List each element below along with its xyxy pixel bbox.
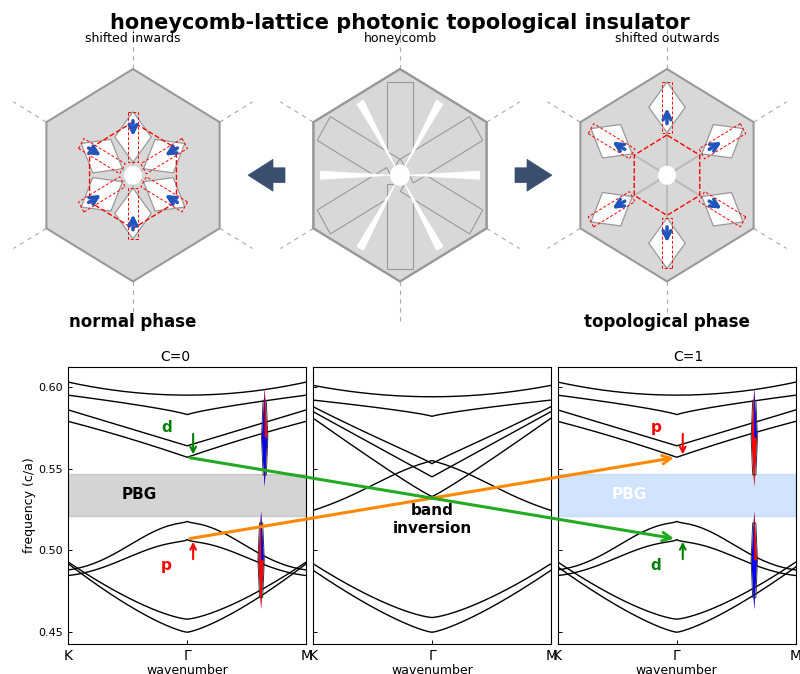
X-axis label: wavenumber: wavenumber bbox=[146, 664, 228, 674]
X-axis label: wavenumber: wavenumber bbox=[636, 664, 718, 674]
Text: normal phase: normal phase bbox=[70, 313, 197, 332]
Polygon shape bbox=[400, 100, 443, 175]
Text: p: p bbox=[161, 557, 172, 573]
Text: band
inversion: band inversion bbox=[392, 503, 472, 536]
Polygon shape bbox=[649, 82, 685, 133]
Polygon shape bbox=[649, 218, 685, 268]
Y-axis label: frequency (c/a): frequency (c/a) bbox=[22, 458, 36, 553]
Polygon shape bbox=[401, 168, 482, 234]
Polygon shape bbox=[751, 560, 757, 609]
Text: honeycomb: honeycomb bbox=[363, 32, 437, 45]
Polygon shape bbox=[580, 69, 754, 282]
Polygon shape bbox=[318, 117, 399, 183]
Circle shape bbox=[658, 166, 676, 185]
Text: PBG: PBG bbox=[611, 487, 646, 502]
Polygon shape bbox=[754, 511, 757, 609]
Polygon shape bbox=[401, 117, 482, 183]
Polygon shape bbox=[143, 140, 185, 173]
Bar bbox=[558, 474, 796, 516]
Polygon shape bbox=[314, 69, 486, 282]
Polygon shape bbox=[115, 112, 151, 162]
Polygon shape bbox=[248, 159, 285, 191]
Polygon shape bbox=[262, 437, 267, 487]
Text: C=1: C=1 bbox=[674, 350, 704, 364]
Polygon shape bbox=[115, 188, 151, 239]
Polygon shape bbox=[318, 168, 399, 234]
Polygon shape bbox=[262, 389, 265, 487]
Circle shape bbox=[124, 166, 142, 185]
Polygon shape bbox=[702, 193, 743, 226]
Text: p: p bbox=[650, 421, 662, 435]
Polygon shape bbox=[754, 389, 757, 487]
X-axis label: wavenumber: wavenumber bbox=[391, 664, 473, 674]
Text: honeycomb-lattice photonic topological insulator: honeycomb-lattice photonic topological i… bbox=[110, 13, 690, 33]
Polygon shape bbox=[357, 100, 400, 175]
Text: PBG: PBG bbox=[122, 487, 157, 502]
Circle shape bbox=[390, 164, 410, 186]
Text: topological phase: topological phase bbox=[584, 313, 750, 332]
Text: d: d bbox=[650, 557, 662, 573]
Polygon shape bbox=[262, 389, 267, 437]
Polygon shape bbox=[320, 171, 400, 180]
Polygon shape bbox=[400, 171, 480, 180]
Polygon shape bbox=[258, 560, 264, 609]
Polygon shape bbox=[387, 82, 413, 166]
Polygon shape bbox=[261, 511, 264, 609]
Text: shifted outwards: shifted outwards bbox=[614, 32, 719, 45]
Polygon shape bbox=[387, 184, 413, 269]
Text: d: d bbox=[161, 421, 172, 435]
Polygon shape bbox=[46, 69, 220, 282]
Polygon shape bbox=[400, 175, 443, 251]
Polygon shape bbox=[143, 178, 185, 211]
Polygon shape bbox=[591, 125, 632, 158]
Polygon shape bbox=[751, 389, 757, 437]
Polygon shape bbox=[751, 437, 757, 487]
Polygon shape bbox=[357, 175, 400, 251]
Polygon shape bbox=[751, 511, 757, 560]
Polygon shape bbox=[591, 193, 632, 226]
Polygon shape bbox=[751, 511, 754, 609]
Bar bbox=[68, 474, 306, 516]
Polygon shape bbox=[82, 140, 122, 173]
Polygon shape bbox=[702, 125, 743, 158]
Polygon shape bbox=[258, 511, 261, 609]
Text: C=0: C=0 bbox=[160, 350, 190, 364]
Polygon shape bbox=[258, 511, 264, 560]
Polygon shape bbox=[515, 159, 552, 191]
Polygon shape bbox=[82, 178, 122, 211]
Polygon shape bbox=[751, 389, 754, 487]
Text: shifted inwards: shifted inwards bbox=[86, 32, 181, 45]
Polygon shape bbox=[265, 389, 267, 487]
